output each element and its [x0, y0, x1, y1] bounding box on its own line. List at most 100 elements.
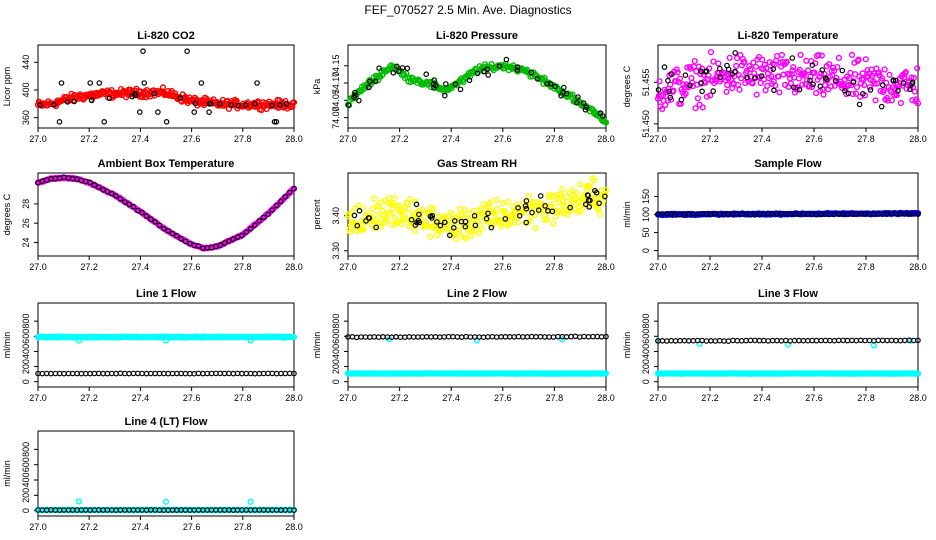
line3-point: [870, 342, 877, 349]
rh-title: Gas Stream RH: [437, 158, 517, 170]
rh-point: [547, 203, 554, 210]
pressure-point: [544, 81, 550, 87]
temp-point: [776, 89, 783, 96]
rh-point: [522, 203, 529, 209]
temp-point: [668, 71, 674, 77]
temp-point: [808, 83, 816, 91]
temp-point: [832, 78, 839, 84]
pressure-series-group: [344, 56, 610, 126]
line3-point: [875, 337, 882, 344]
co2-point: [56, 119, 63, 125]
pressure-point: [423, 71, 430, 78]
rh-point: [559, 197, 567, 205]
ambient-point: [243, 229, 250, 236]
temp-point: [789, 55, 796, 61]
rh-point: [552, 213, 559, 220]
temp-point: [900, 80, 907, 87]
line2-panel: Line 2 Flow ml/min 27.0 27.2 27.4 27.6 27.8 28.…: [312, 288, 615, 403]
rh-point: [502, 216, 509, 222]
rh-point: [525, 192, 532, 200]
rh-point: [556, 199, 563, 206]
temp-point: [881, 66, 888, 73]
line3-point: [818, 337, 824, 344]
line3-point: [809, 337, 816, 344]
rh-point: [416, 211, 422, 218]
temp-point: [703, 93, 711, 100]
co2-point: [58, 80, 65, 86]
line3-panel: Line 3 Flow ml/min 27.0 27.2 27.4 27.6 27.8 28.…: [622, 288, 927, 403]
line4-panel: Line 4 (LT) Flow ml/min 27.0 27.2 27.4 27.6 27…: [2, 416, 303, 532]
pressure-point: [496, 63, 503, 69]
rh-point: [515, 205, 521, 211]
rh-point: [498, 220, 505, 227]
pressure-xtick-label: 27.6: [494, 134, 512, 144]
line1-point: [162, 337, 170, 344]
rh-point: [453, 235, 460, 243]
line3-point: [663, 338, 670, 344]
rh-point: [516, 213, 523, 219]
temp-point: [726, 54, 733, 61]
line4-title: Line 4 (LT) Flow: [125, 416, 208, 428]
pressure-point: [481, 68, 487, 75]
temp-point: [790, 84, 797, 91]
line2-point: [585, 333, 592, 340]
temp-point: [892, 77, 899, 84]
line4-point: [162, 498, 170, 505]
co2-point: [269, 102, 275, 109]
rh-point: [388, 221, 396, 228]
figure-title: FEF_070527 2.5 Min. Ave. Diagnostics: [364, 3, 571, 17]
temp-point: [833, 74, 840, 82]
rh-point: [549, 208, 556, 215]
co2-xtick-label: 27.0: [29, 134, 47, 144]
temp-series-group: [654, 49, 922, 113]
line4-plot-frame: [37, 430, 295, 517]
co2-point: [235, 102, 242, 109]
rh-point: [366, 215, 373, 221]
temp-ylabel: degrees C: [622, 65, 632, 107]
line1-point: [75, 337, 83, 344]
ambient-point: [182, 238, 189, 245]
line3-point: [734, 337, 741, 344]
ambient-point: [252, 222, 258, 229]
line3-point: [782, 337, 789, 344]
pressure-point: [431, 77, 438, 83]
sample-xtick-label: 27.8: [857, 262, 875, 272]
pressure-point: [474, 70, 481, 77]
pressure-panel: Li-820 Pressure kPa 27.0 27.2 27.4 27.6 27.8 28…: [312, 30, 615, 144]
pressure-point: [541, 74, 548, 82]
rh-point: [591, 177, 598, 184]
ambient-point: [165, 228, 172, 234]
temp-point: [820, 91, 827, 98]
line2-point: [590, 333, 596, 340]
sample-ylabel: ml/min: [622, 201, 632, 228]
temp-point: [878, 103, 885, 110]
temp-point: [710, 88, 717, 94]
temp-point: [790, 63, 797, 71]
rh-point: [475, 207, 482, 214]
rh-point: [457, 205, 464, 213]
rh-point: [567, 204, 573, 211]
co2-series-group: [34, 48, 298, 125]
temp-point: [662, 101, 669, 109]
line3-xtick-label: 27.2: [701, 393, 719, 403]
line4-xtick-label: 27.8: [234, 522, 252, 532]
sample-series-group: [654, 209, 922, 219]
line2-point: [506, 333, 513, 340]
line3-ytick-label: 200: [641, 359, 651, 374]
pressure-xtick-label: 27.0: [339, 134, 357, 144]
sample-panel: Sample Flow ml/min 27.0 27.2 27.4 27.6 27.8 28.…: [622, 158, 927, 272]
rh-point: [558, 186, 566, 193]
line2-ytick-label: 0: [331, 379, 341, 384]
line3-point: [901, 337, 908, 344]
rh-point: [523, 205, 530, 212]
line2-point: [375, 334, 382, 340]
rh-point: [549, 192, 556, 200]
pressure-point: [345, 102, 352, 109]
line3-point: [893, 337, 899, 344]
line3-point: [668, 337, 675, 344]
line3-point: [721, 338, 727, 344]
temp-point: [853, 84, 861, 91]
rh-point: [511, 219, 518, 226]
sample-ytick-label: 0: [641, 248, 651, 253]
line3-point: [914, 370, 922, 377]
